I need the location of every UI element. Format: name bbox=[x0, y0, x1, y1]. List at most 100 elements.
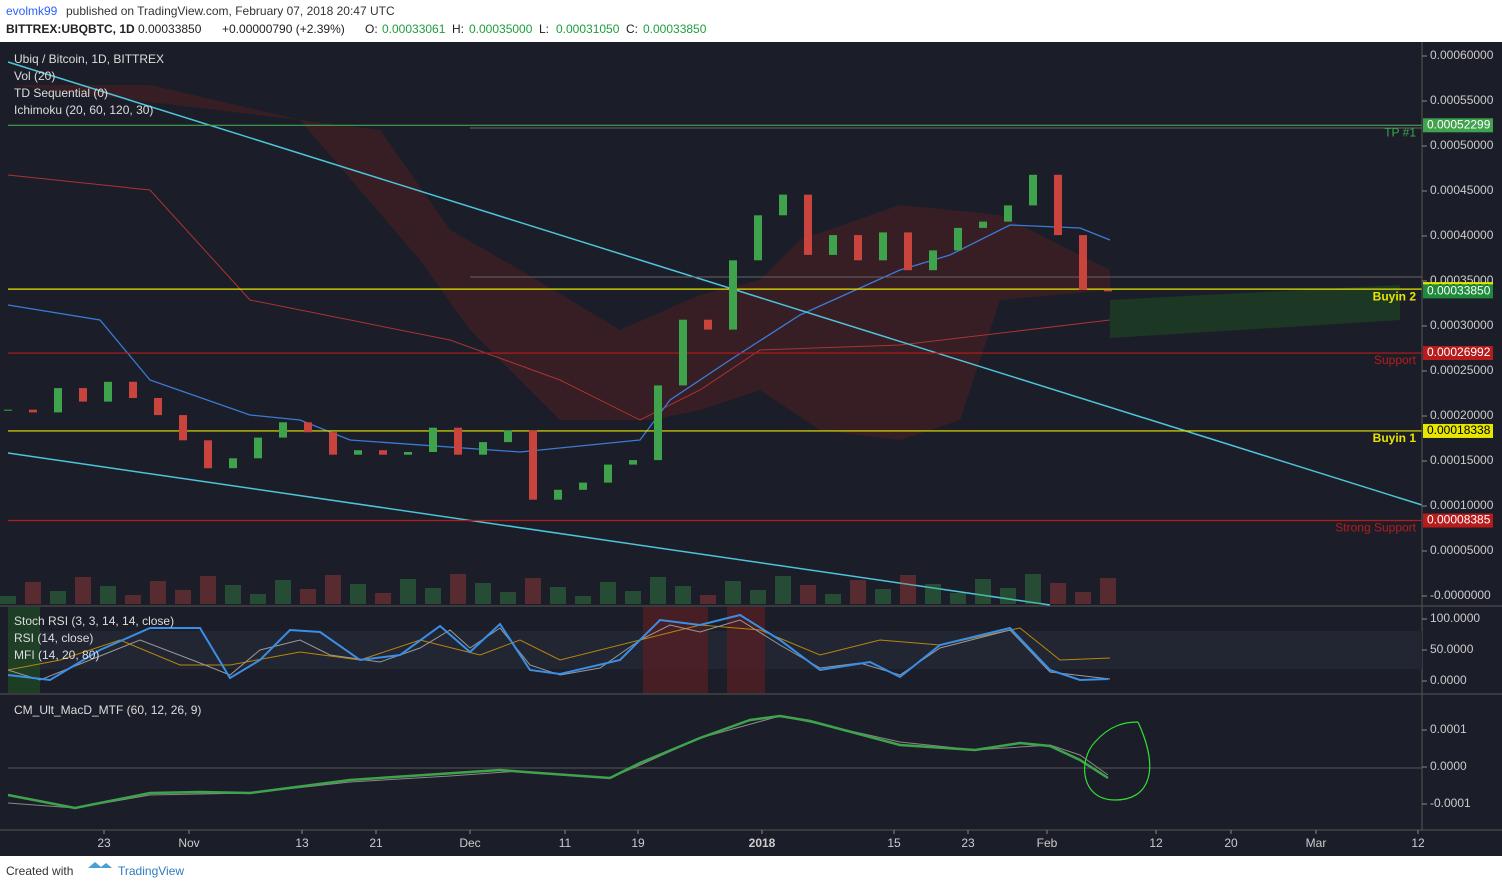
y-tick-label: 0.0000 bbox=[1430, 759, 1467, 773]
y-tick-label: 0.00020000 bbox=[1430, 408, 1494, 422]
volume-bar bbox=[950, 593, 966, 604]
candle bbox=[329, 432, 337, 455]
volume-bar bbox=[700, 595, 716, 604]
price-tag bbox=[1423, 423, 1493, 438]
price-tag bbox=[1423, 346, 1493, 361]
candle bbox=[79, 388, 87, 402]
price-tag-label: 0.00018338 bbox=[1427, 423, 1491, 437]
volume-bar bbox=[725, 581, 741, 604]
candle bbox=[1004, 205, 1012, 222]
volume-bar bbox=[325, 575, 341, 604]
volume-bar bbox=[975, 579, 991, 604]
candle bbox=[104, 381, 112, 402]
volume-bar bbox=[925, 584, 941, 604]
last: 0.00033850 bbox=[138, 22, 202, 36]
x-tick-label: 2018 bbox=[749, 836, 776, 850]
volume-bar bbox=[1050, 583, 1066, 604]
candle bbox=[979, 221, 987, 228]
volume-bar bbox=[625, 591, 641, 604]
background bbox=[0, 42, 1502, 856]
candle bbox=[829, 235, 837, 255]
symbol: BITTREX:UBQBTC, 1D bbox=[6, 22, 135, 36]
candle bbox=[204, 440, 212, 469]
price-tag bbox=[1423, 284, 1493, 299]
x-tick-label: 12 bbox=[1149, 836, 1163, 850]
candle bbox=[154, 398, 162, 416]
price-pane: TP #1 Buyin 2 Support Buyin 1 Strong Support bbox=[4, 124, 1422, 535]
x-tick-label: 11 bbox=[559, 836, 572, 850]
y-tick-label: 0.00040000 bbox=[1430, 228, 1494, 242]
legend: Stoch RSI (3, 3, 14, 14, close) bbox=[14, 614, 174, 628]
candle bbox=[504, 430, 512, 443]
overbought-zone bbox=[727, 607, 765, 693]
volume-bar bbox=[775, 576, 791, 604]
candle bbox=[4, 409, 12, 411]
candle bbox=[1079, 235, 1087, 290]
level-name: Buyin 2 bbox=[1373, 289, 1417, 303]
candle bbox=[904, 232, 912, 271]
candle bbox=[654, 385, 662, 461]
volume-bar bbox=[1100, 578, 1116, 604]
price-tag bbox=[1423, 513, 1493, 528]
volume-bar bbox=[800, 585, 816, 604]
candle bbox=[429, 427, 437, 452]
volume-bar bbox=[200, 576, 216, 604]
candle bbox=[1104, 290, 1112, 292]
y-tick-label: 0.00030000 bbox=[1430, 318, 1494, 332]
volume-bar bbox=[600, 582, 616, 604]
y-tick-label: 0.00060000 bbox=[1430, 48, 1494, 62]
volume-bar bbox=[150, 581, 166, 604]
ohlc-key: C: bbox=[626, 22, 638, 36]
candle bbox=[229, 458, 237, 469]
x-tick-label: 23 bbox=[97, 836, 111, 850]
candle bbox=[879, 232, 887, 261]
ohlc-key: H: bbox=[452, 22, 464, 36]
level-name: Support bbox=[1374, 353, 1417, 367]
candle bbox=[179, 415, 187, 441]
y-tick-label: 0.00050000 bbox=[1430, 138, 1494, 152]
level-name: TP #1 bbox=[1384, 125, 1416, 139]
volume bbox=[0, 574, 1116, 604]
volume-bar bbox=[375, 593, 391, 604]
volume-bar bbox=[250, 594, 266, 604]
candle bbox=[29, 409, 37, 413]
x-tick-label: Dec bbox=[459, 836, 480, 850]
legend: MFI (14, 20, 80) bbox=[14, 648, 99, 662]
y-tick-label: 50.0000 bbox=[1430, 642, 1474, 656]
change: +0.00000790 (+2.39%) bbox=[222, 22, 345, 36]
volume-bar bbox=[0, 596, 16, 604]
price-tag-label: 0.00026992 bbox=[1427, 345, 1491, 359]
legend: Ubiq / Bitcoin, 1D, BITTREX bbox=[14, 52, 164, 66]
y-tick-label: 0.00045000 bbox=[1430, 183, 1494, 197]
volume-bar bbox=[125, 595, 141, 604]
legend: Ichimoku (20, 60, 120, 30) bbox=[14, 103, 153, 117]
x-tick-label: Mar bbox=[1306, 836, 1327, 850]
ohlc-key: O: bbox=[365, 22, 378, 36]
candle bbox=[779, 194, 787, 216]
x-tick-label: 23 bbox=[961, 836, 975, 850]
author[interactable]: evolmk99 bbox=[6, 4, 58, 18]
trend-line bbox=[7, 452, 1051, 606]
logo bbox=[88, 862, 112, 868]
candle bbox=[679, 319, 687, 386]
y-tick-label: 0.0001 bbox=[1430, 722, 1467, 736]
volume-bar bbox=[300, 589, 316, 604]
y-tick-label: 0.00005000 bbox=[1430, 543, 1494, 557]
candle bbox=[379, 450, 387, 455]
volume-bar bbox=[500, 592, 516, 604]
ohlc-value: 0.00035000 bbox=[469, 22, 533, 36]
volume-bar bbox=[675, 586, 691, 604]
ohlc-key: L: bbox=[539, 22, 549, 36]
candle bbox=[704, 319, 712, 330]
brand[interactable]: TradingView bbox=[118, 864, 184, 878]
volume-bar bbox=[650, 577, 666, 604]
x-tick-label: Nov bbox=[178, 836, 199, 850]
volume-bar bbox=[1000, 588, 1016, 604]
candle bbox=[1054, 174, 1062, 236]
candle bbox=[854, 235, 862, 261]
legend: RSI (14, close) bbox=[14, 631, 93, 645]
candle bbox=[529, 430, 537, 500]
volume-bar bbox=[475, 583, 491, 604]
